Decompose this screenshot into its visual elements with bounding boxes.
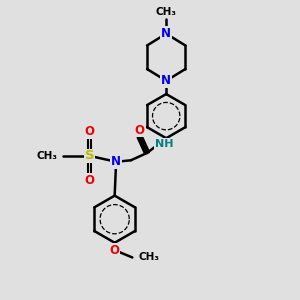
Text: N: N xyxy=(161,27,171,40)
Text: CH₃: CH₃ xyxy=(36,151,57,161)
Text: CH₃: CH₃ xyxy=(156,7,177,16)
Text: N: N xyxy=(111,155,121,168)
Text: O: O xyxy=(135,124,145,137)
Text: O: O xyxy=(85,174,94,187)
Text: CH₃: CH₃ xyxy=(138,253,159,262)
Text: O: O xyxy=(85,125,94,138)
Text: O: O xyxy=(110,244,120,256)
Text: NH: NH xyxy=(155,139,173,149)
Text: S: S xyxy=(85,149,94,162)
Text: N: N xyxy=(161,74,171,87)
